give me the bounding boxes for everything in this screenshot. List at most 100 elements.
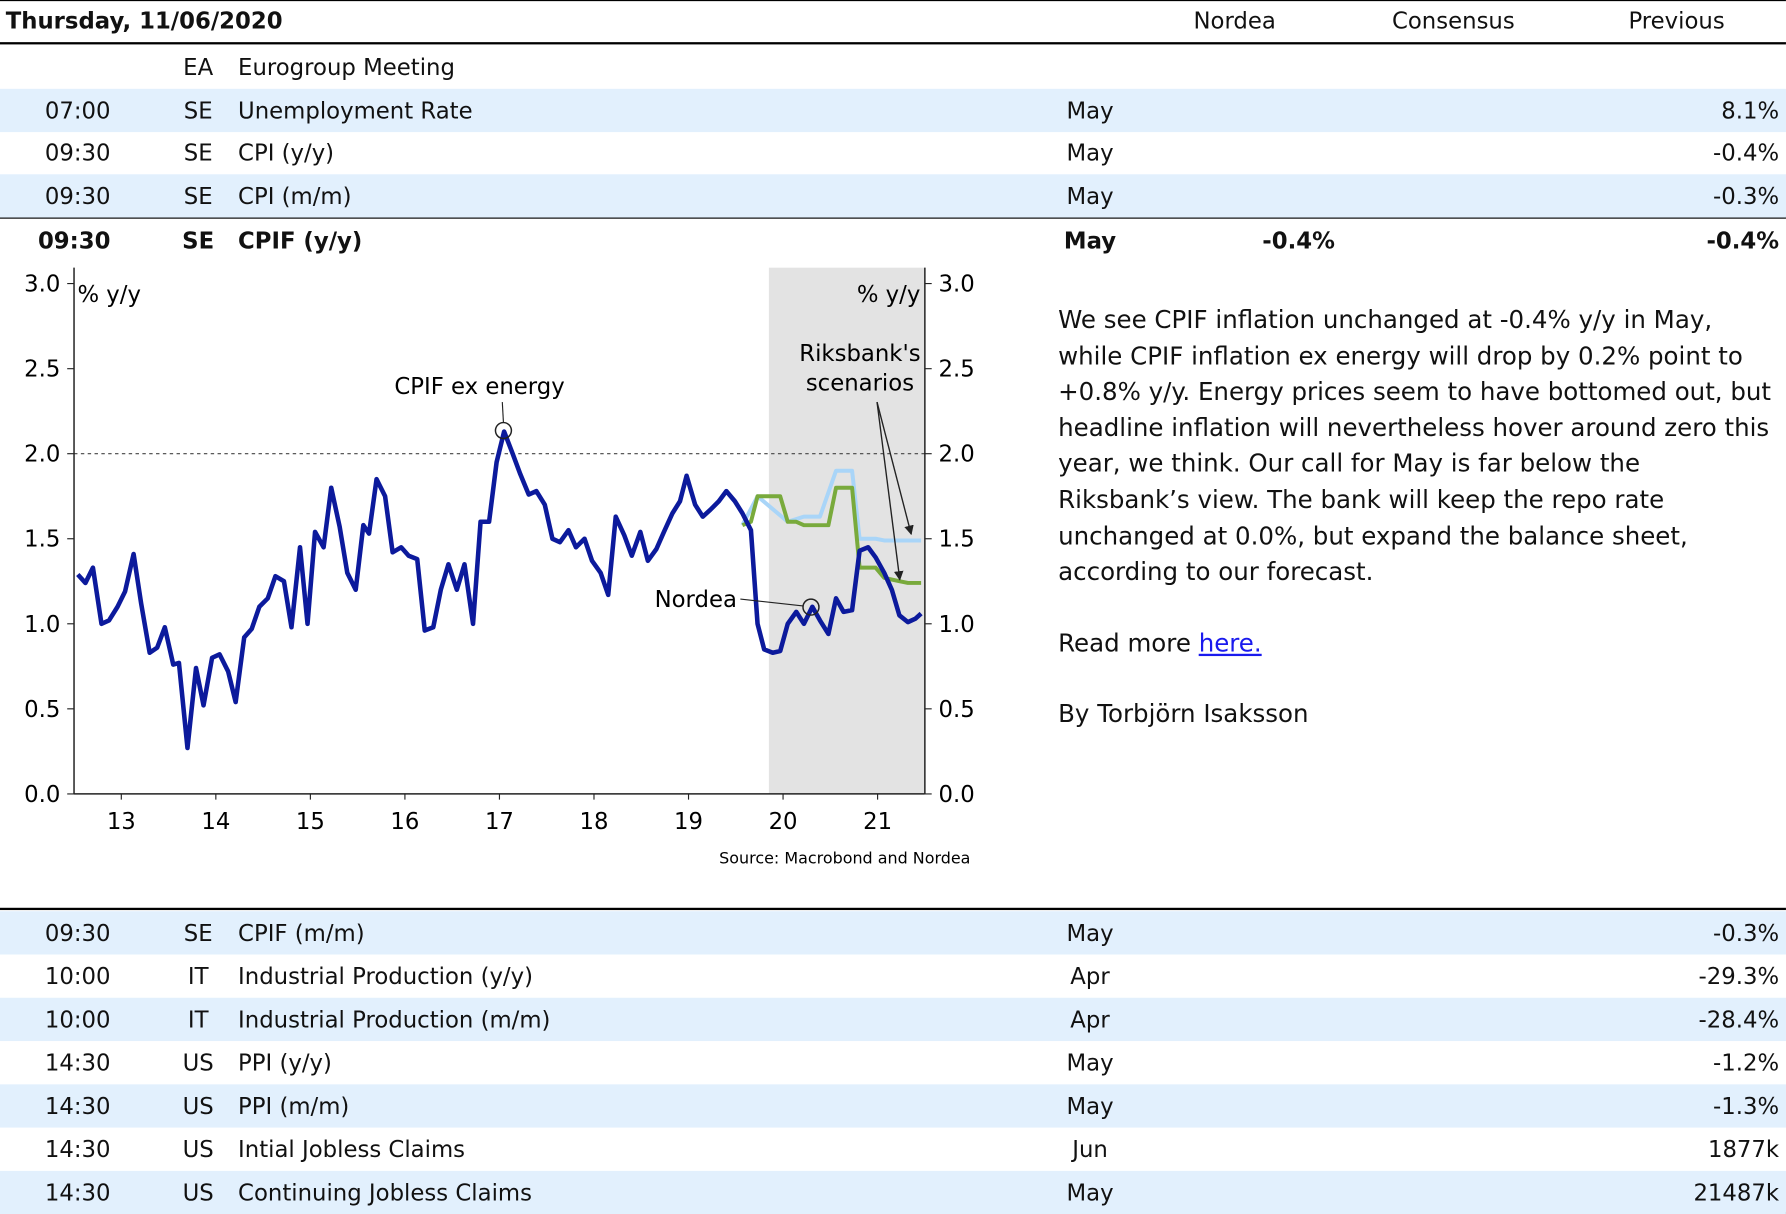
- annotation-marker: [802, 598, 820, 616]
- source: Source: Macrobond and Nordea: [719, 848, 970, 867]
- y-tick-label: 3.0: [939, 272, 975, 298]
- previous: 21487k: [1693, 1178, 1780, 1207]
- link[interactable]: here.: [1198, 629, 1262, 659]
- row: 09:30 SE CPI (y/y) May -0.4%: [0, 131, 1786, 174]
- column-header: Nordea: [1193, 6, 1276, 35]
- event: CPI (y/y): [238, 139, 335, 167]
- period: May: [1066, 96, 1114, 124]
- time: 09:30: [44, 919, 111, 947]
- event: CPIF (y/y): [238, 226, 363, 254]
- period: Apr: [1070, 1005, 1110, 1034]
- row: 07:00 SE Unemployment Rate May 8.1%: [0, 88, 1786, 132]
- unit-label: % y/y: [77, 282, 140, 308]
- y-tick-label: 2.0: [939, 442, 975, 468]
- row: 09:30 SE CPIF (y/y) May -0.4% -0.4%: [0, 219, 1786, 262]
- x-tick-label: 19: [674, 809, 703, 835]
- x-tick-label: 13: [107, 809, 136, 835]
- annotation: Riksbank's: [799, 341, 920, 367]
- annotation-line: [740, 598, 804, 607]
- period: Jun: [1072, 1135, 1108, 1163]
- time: 09:30: [44, 182, 111, 210]
- y-tick-label: 0.0: [939, 782, 975, 808]
- country: IT: [187, 962, 209, 990]
- country: EA: [183, 53, 214, 81]
- unit-label: % y/y: [857, 282, 920, 308]
- read-more-text: Read more: [1058, 629, 1191, 659]
- y-tick-label: 2.5: [24, 357, 60, 383]
- country: US: [182, 1049, 214, 1077]
- time: 07:00: [44, 96, 111, 124]
- rule: [0, 907, 1786, 911]
- annotation: scenarios: [806, 371, 914, 397]
- row: 09:30 SE CPI (m/m) May -0.3%: [0, 174, 1786, 218]
- series-line: [740, 468, 922, 543]
- time: 09:30: [44, 139, 111, 167]
- previous: -0.3%: [1713, 182, 1780, 210]
- event: CPIF (m/m): [238, 919, 365, 947]
- time: 14:30: [44, 1092, 111, 1120]
- row: 10:00 IT Industrial Production (m/m) Apr -28…: [0, 997, 1786, 1042]
- time: 10:00: [44, 1005, 111, 1034]
- period: May: [1066, 1049, 1114, 1077]
- series-line: [76, 429, 923, 751]
- annotation-arrow: [876, 401, 904, 581]
- x-tick-label: 18: [580, 809, 609, 835]
- event: CPI (m/m): [238, 182, 352, 210]
- byline: By Torbjörn Isaksson: [1058, 700, 1309, 730]
- y-tick-label: 1.5: [24, 527, 60, 553]
- annotation-arrow: [876, 401, 914, 536]
- previous: 8.1%: [1721, 96, 1780, 124]
- paragraph: We see CPIF inflation unchanged at -0.4%…: [1058, 306, 1772, 587]
- x-tick-label: 15: [296, 809, 325, 835]
- time: 10:00: [44, 962, 111, 990]
- previous: 1877k: [1707, 1135, 1780, 1163]
- nordea: -0.4%: [1262, 226, 1335, 254]
- previous: -28.4%: [1698, 1005, 1780, 1034]
- country: SE: [183, 96, 213, 124]
- row: 14:30 US PPI (m/m) May -1.3%: [0, 1084, 1786, 1128]
- date: Thursday, 11/06/2020: [5, 6, 283, 35]
- plot: 0.0 0.0 0.5 0.5 1.0 1.0 1.5 1.5 2.0 2.0 2.5 2.5 3.0 3…: [24, 267, 975, 835]
- y-tick-label: 2.0: [24, 442, 60, 468]
- row: 09:30 SE CPIF (m/m) May -0.3%: [0, 911, 1786, 955]
- country: US: [182, 1092, 214, 1120]
- annotation-line: [501, 402, 505, 423]
- previous: -1.2%: [1713, 1049, 1780, 1077]
- country: US: [182, 1178, 214, 1207]
- x-tick-label: 21: [863, 809, 892, 835]
- period: May: [1066, 182, 1114, 210]
- event: Industrial Production (m/m): [238, 1005, 551, 1034]
- event: Industrial Production (y/y): [238, 962, 533, 990]
- country: SE: [182, 226, 215, 254]
- row: EA Eurogroup Meeting: [0, 46, 1786, 89]
- y-tick-label: 1.5: [939, 527, 975, 553]
- country: SE: [183, 139, 213, 167]
- rule: [0, 0, 1786, 2]
- chart: 0.0 0.0 0.5 0.5 1.0 1.0 1.5 1.5 2.0 2.0 2.5 2.5 3.0 3…: [24, 267, 975, 867]
- event: PPI (y/y): [238, 1049, 332, 1077]
- read-more: Read more here.: [1058, 626, 1776, 662]
- y-tick-label: 1.0: [24, 612, 60, 638]
- x-tick-label: 14: [201, 809, 230, 835]
- period: May: [1066, 1178, 1114, 1207]
- event: Eurogroup Meeting: [238, 53, 455, 81]
- period: May: [1066, 1092, 1114, 1120]
- previous: -0.3%: [1713, 919, 1780, 947]
- y-tick-label: 1.0: [939, 612, 975, 638]
- y-tick-label: 3.0: [24, 272, 60, 298]
- annotation: Nordea: [655, 587, 737, 613]
- shaded-region: [768, 267, 925, 794]
- annotation-marker: [494, 421, 513, 440]
- country: IT: [187, 1005, 209, 1034]
- x-tick-label: 17: [485, 809, 514, 835]
- period: Apr: [1070, 962, 1110, 990]
- x-tick-label: 16: [390, 809, 419, 835]
- y-tick-label: 0.5: [24, 697, 60, 723]
- rule: [0, 42, 1786, 45]
- time: 09:30: [37, 226, 111, 254]
- country: SE: [183, 919, 213, 947]
- time: 14:30: [44, 1049, 111, 1077]
- period: May: [1066, 919, 1114, 947]
- commentary: We see CPIF inflation unchanged at -0.4%…: [1058, 303, 1776, 769]
- column-header: Consensus: [1391, 6, 1515, 35]
